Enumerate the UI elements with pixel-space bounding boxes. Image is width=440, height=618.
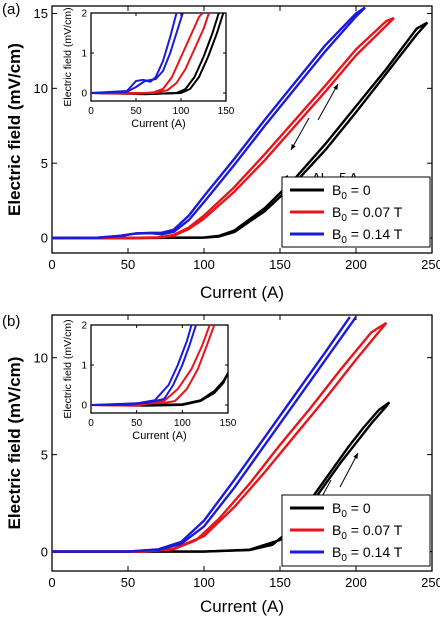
- main-x-tick-label: 200: [345, 257, 367, 272]
- inset-x-axis-label: Current (A): [132, 430, 186, 442]
- inset-series-b0_007-down: [91, 325, 216, 406]
- inset-y-tick-label: 2: [81, 321, 87, 332]
- main-x-tick-label: 50: [121, 257, 135, 272]
- inset-x-tick-label: 150: [218, 106, 235, 117]
- inset-x-tick-label: 0: [88, 106, 94, 117]
- legend-label-b0_014: B0 = 0.14 T: [332, 226, 403, 246]
- inset-plot: 0 50 100 150 0 1 2 Current (A) Electric field (m…: [62, 7, 235, 130]
- legend-label-b0_0: B0 = 0: [332, 500, 371, 520]
- inset-y-axis-label: Electric field (mV/cm): [62, 7, 74, 106]
- inset-x-tick-label: 100: [174, 418, 191, 429]
- inset-x-tick-label: 100: [173, 106, 190, 117]
- main-x-tick-label: 0: [48, 575, 55, 590]
- sweep-up-arrow: [317, 83, 339, 121]
- inset-y-tick-label: 2: [81, 9, 87, 20]
- main-x-tick-label: 250: [421, 257, 440, 272]
- main-y-tick-label: 5: [41, 447, 48, 462]
- main-series-b0_0-down: [52, 21, 428, 240]
- panel-label: (a): [2, 1, 20, 18]
- inset-series-b0_007-up: [91, 325, 211, 407]
- inset-series-b0_014-down: [91, 13, 184, 94]
- sweep-up-arrow-head: [353, 453, 358, 459]
- main-x-tick-label: 150: [269, 257, 291, 272]
- main-y-tick-label: 0: [41, 544, 48, 559]
- inset-y-tick-label: 1: [81, 361, 87, 372]
- inset-plot: 0 50 100 150 0 1 2 Current (A) Electric field (m…: [62, 319, 237, 442]
- main-y-tick-label: 15: [34, 6, 48, 21]
- inset-series-b0_014-up: [91, 13, 178, 94]
- legend-label-b0_007: B0 = 0.07 T: [332, 204, 403, 224]
- y-axis-label: Electric field (mV/cm): [5, 357, 24, 530]
- main-series-b0_014-down: [52, 316, 351, 553]
- sweep-up-arrow-head: [333, 84, 338, 90]
- main-series-b0_007-down: [52, 321, 388, 553]
- main-y-tick-label: 0: [41, 231, 48, 246]
- legend-label-b0_0: B0 = 0: [332, 182, 371, 202]
- panel-label: (b): [2, 313, 20, 330]
- inset-x-tick-label: 150: [220, 418, 237, 429]
- main-y-tick-label: 10: [34, 350, 48, 365]
- main-series-b0_007-down: [52, 16, 395, 240]
- main-x-tick-label: 150: [269, 575, 291, 590]
- legend-label-b0_014: B0 = 0.14 T: [332, 544, 403, 564]
- main-y-tick-label: 10: [34, 81, 48, 96]
- inset-y-tick-label: 0: [81, 89, 87, 100]
- main-x-tick-label: 0: [48, 257, 55, 272]
- inset-x-axis-label: Current (A): [131, 118, 185, 130]
- main-x-tick-label: 200: [345, 575, 367, 590]
- inset-y-tick-label: 1: [81, 49, 87, 60]
- inset-series-b0_0-down: [91, 13, 225, 95]
- main-x-tick-label: 250: [421, 575, 440, 590]
- inset-series-b0_014-up: [91, 325, 193, 406]
- legend-label-b0_007: B0 = 0.07 T: [332, 522, 403, 542]
- inset-y-tick-label: 0: [81, 401, 87, 412]
- inset-plot-frame: [90, 12, 227, 102]
- legend: B0 = 0B0 = 0.07 TB0 = 0.14 T: [281, 176, 431, 248]
- sweep-down-arrow: [290, 117, 310, 151]
- main-x-tick-label: 100: [193, 575, 215, 590]
- main-series-b0_014-down: [52, 6, 366, 240]
- x-axis-label: Current (A): [200, 283, 284, 302]
- main-x-tick-label: 100: [193, 257, 215, 272]
- legend: B0 = 0B0 = 0.07 TB0 = 0.14 T: [281, 494, 431, 567]
- main-x-tick-label: 50: [121, 575, 135, 590]
- inset-x-tick-label: 0: [88, 418, 94, 429]
- sweep-up-arrow: [339, 452, 359, 488]
- main-y-tick-label: 5: [41, 156, 48, 171]
- inset-series-b0_014-down: [91, 325, 197, 406]
- inset-series-b0_007-down: [91, 13, 210, 94]
- inset-x-tick-label: 50: [131, 418, 143, 429]
- x-axis-label: Current (A): [200, 597, 284, 616]
- inset-x-tick-label: 50: [130, 106, 142, 117]
- sweep-down-arrow-head: [291, 144, 296, 150]
- y-axis-label: Electric field (mV/cm): [5, 43, 24, 216]
- inset-y-axis-label: Electric field (mV/cm): [62, 319, 74, 418]
